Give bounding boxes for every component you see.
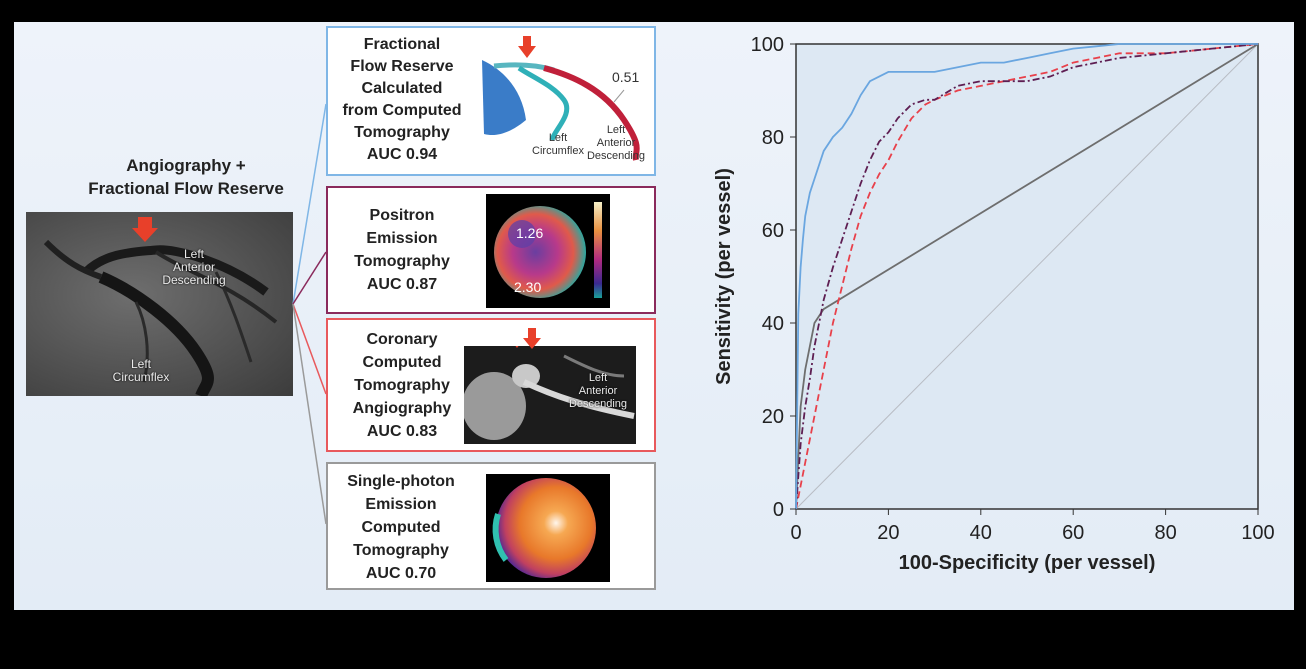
roc-series-diagonal: [795, 43, 1259, 510]
spect-auc: AUC 0.70: [365, 565, 437, 582]
modality-box-ccta: Coronary Computed Tomography Angiography…: [326, 318, 656, 452]
ffrct-lad-1: Left: [606, 124, 626, 136]
figure-panel: Angiography + Fractional Flow Reserve Le…: [14, 22, 1294, 610]
x-tick-label: 100: [1241, 522, 1274, 544]
pet-line-1: Positron: [369, 207, 435, 224]
y-tick-label: 80: [762, 127, 784, 149]
spect-caption: Single-photon Emission Computed Tomograp…: [328, 470, 474, 585]
modality-box-spect: Single-photon Emission Computed Tomograp…: [326, 462, 656, 590]
ccta-lad-1: Left: [588, 372, 608, 384]
angio-lad-label-3: Descending: [162, 273, 226, 287]
y-tick-label: 60: [762, 220, 784, 242]
ffrct-lad-3: Descending: [586, 150, 646, 162]
pet-polar-map: 1.26 2.30: [494, 202, 602, 298]
pet-value-2: 2.30: [514, 279, 541, 295]
ffrct-line-5: Tomography: [354, 124, 450, 141]
y-axis-label: Sensitivity (per vessel): [713, 168, 735, 385]
ccta-image: Left Anterior Descending: [464, 346, 636, 444]
ccta-lad-label: Left Anterior Descending: [562, 372, 634, 411]
pet-auc: AUC 0.87: [366, 276, 438, 293]
spect-polar-map: [492, 478, 596, 578]
ffrct-line-2: Flow Reserve: [350, 58, 454, 75]
angio-lcx-label-2: Circumflex: [112, 370, 170, 384]
ccta-caption: Coronary Computed Tomography Angiography…: [332, 328, 472, 443]
modality-box-pet: Positron Emission Tomography AUC 0.87: [326, 186, 656, 314]
ffrct-line-3: Calculated: [361, 80, 443, 97]
ccta-lad-3: Descending: [568, 398, 628, 410]
y-tick-label: 100: [751, 34, 784, 56]
angio-lad-label: Left Anterior Descending: [154, 248, 234, 287]
modality-box-ffrct: Fractional Flow Reserve Calculated from …: [326, 26, 656, 176]
x-tick-label: 0: [790, 522, 801, 544]
angiography-image: Left Anterior Descending Left Circumflex: [26, 212, 293, 396]
spect-line-2: Emission: [365, 496, 437, 513]
roc-series-ccta: [795, 43, 1259, 510]
ffrct-caption: Fractional Flow Reserve Calculated from …: [332, 34, 472, 166]
pet-image: 1.26 2.30: [486, 194, 610, 308]
ccta-lad-2: Anterior: [578, 385, 618, 397]
pet-line-2: Emission: [366, 230, 438, 247]
ffrct-lcx-2: Circumflex: [532, 145, 584, 157]
ccta-line-3: Tomography: [354, 377, 450, 394]
ffrct-line-4: from Computed: [342, 102, 462, 119]
roc-chart: 0 20 40 60 80 100 0 20 40 60 80 100 100-Specificit…: [713, 34, 1275, 574]
x-tick-label: 80: [1154, 522, 1176, 544]
ffrct-value: 0.51: [612, 69, 639, 85]
x-tick-label: 20: [877, 522, 899, 544]
angiography-vessels: [43, 217, 278, 396]
pet-line-3: Tomography: [354, 253, 450, 270]
ffrct-model-image: 0.51: [482, 36, 640, 161]
roc-series-ffrct: [795, 43, 1258, 510]
pet-caption: Positron Emission Tomography AUC 0.87: [332, 204, 472, 296]
ffrct-lad-label: Left Anterior Descending: [580, 124, 652, 163]
angio-lad-label-2: Anterior: [172, 260, 216, 274]
y-ticks: 0 20 40 60 80 100: [751, 34, 796, 521]
angio-lad-label-1: Left: [183, 247, 204, 261]
x-ticks: 0 20 40 60 80 100: [790, 509, 1275, 544]
y-tick-label: 40: [762, 313, 784, 335]
left-title-line1: Angiography +: [126, 156, 246, 175]
y-tick-label: 20: [762, 406, 784, 428]
ffrct-auc: AUC 0.94: [366, 146, 438, 163]
ffrct-lcx-label: Left Circumflex: [528, 132, 588, 158]
pet-value-1: 1.26: [516, 225, 543, 241]
x-axis-label: 100-Specificity (per vessel): [899, 552, 1156, 574]
ccta-arrow-icon: [523, 328, 541, 349]
angio-lcx-label-1: Left: [130, 357, 151, 371]
ccta-scan: [464, 346, 635, 440]
ccta-line-4: Angiography: [352, 400, 452, 417]
roc-series-spect: [795, 43, 1259, 510]
roc-curves: [795, 43, 1259, 510]
connector-lines: [292, 103, 327, 525]
ffrct-lcx-1: Left: [548, 132, 568, 144]
ffrct-line-1: Fractional: [363, 36, 441, 53]
left-title: Angiography + Fractional Flow Reserve: [56, 154, 316, 200]
ccta-line-2: Computed: [362, 354, 442, 371]
x-tick-label: 40: [970, 522, 992, 544]
spect-image: [486, 474, 610, 582]
ccta-line-1: Coronary: [366, 331, 438, 348]
spect-line-4: Tomography: [353, 542, 449, 559]
roc-series-pet: [795, 43, 1259, 510]
left-title-line2: Fractional Flow Reserve: [88, 179, 284, 198]
spect-line-1: Single-photon: [347, 473, 455, 490]
angio-lcx-label: Left Circumflex: [106, 358, 176, 384]
ffrct-lad-2: Anterior: [596, 137, 636, 149]
spect-line-3: Computed: [361, 519, 441, 536]
y-tick-label: 0: [773, 499, 784, 521]
ccta-auc: AUC 0.83: [366, 423, 438, 440]
x-tick-label: 60: [1062, 522, 1084, 544]
